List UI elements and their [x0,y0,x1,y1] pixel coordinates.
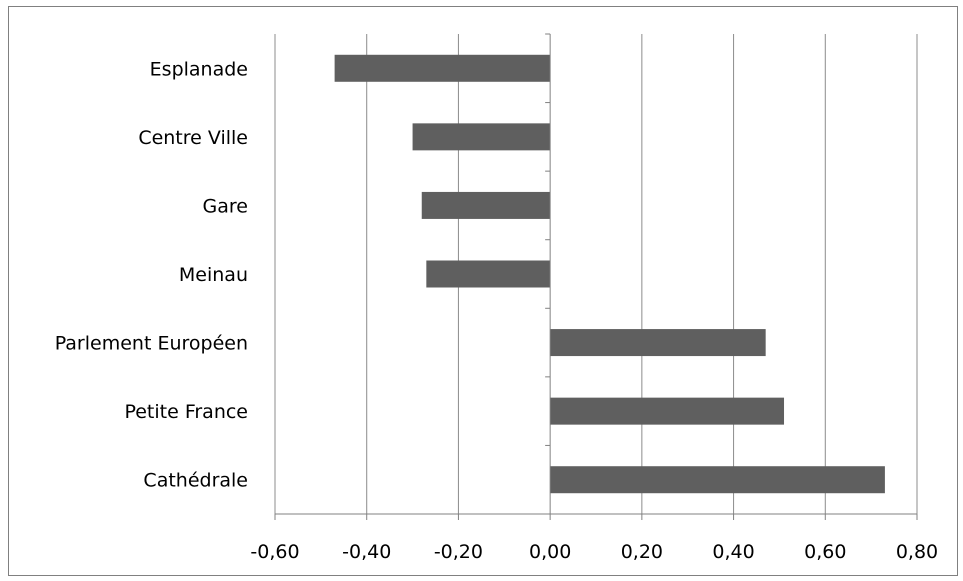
x-tick-label: 0,80 [896,541,938,563]
gridlines [274,34,918,514]
bar [334,54,551,82]
x-tick-label: 0,40 [712,541,754,563]
x-tick-label: -0,60 [250,541,299,563]
category-label: Centre Ville [138,127,248,149]
category-label: Petite France [124,401,248,423]
x-tick-label: -0,40 [342,541,391,563]
bar [412,123,551,151]
category-label: Parlement Européen [55,333,248,355]
labels: -0,60 -0,40 -0,20 0,00 0,20 0,40 0,60 0,80 Espla… [55,58,938,563]
x-tick-label: 0,00 [529,541,571,563]
x-tick-label: 0,20 [621,541,663,563]
bar [426,260,551,288]
x-tick-label: 0,60 [804,541,846,563]
bar [421,191,551,219]
category-label: Cathédrale [143,470,248,492]
category-label: Meinau [179,264,248,286]
axes [274,33,918,520]
category-label: Esplanade [150,58,248,80]
bar [550,466,885,494]
bar [550,329,766,357]
bars [334,54,885,494]
category-label: Gare [203,195,248,217]
bar [550,397,785,425]
x-tick-label: -0,20 [434,541,483,563]
